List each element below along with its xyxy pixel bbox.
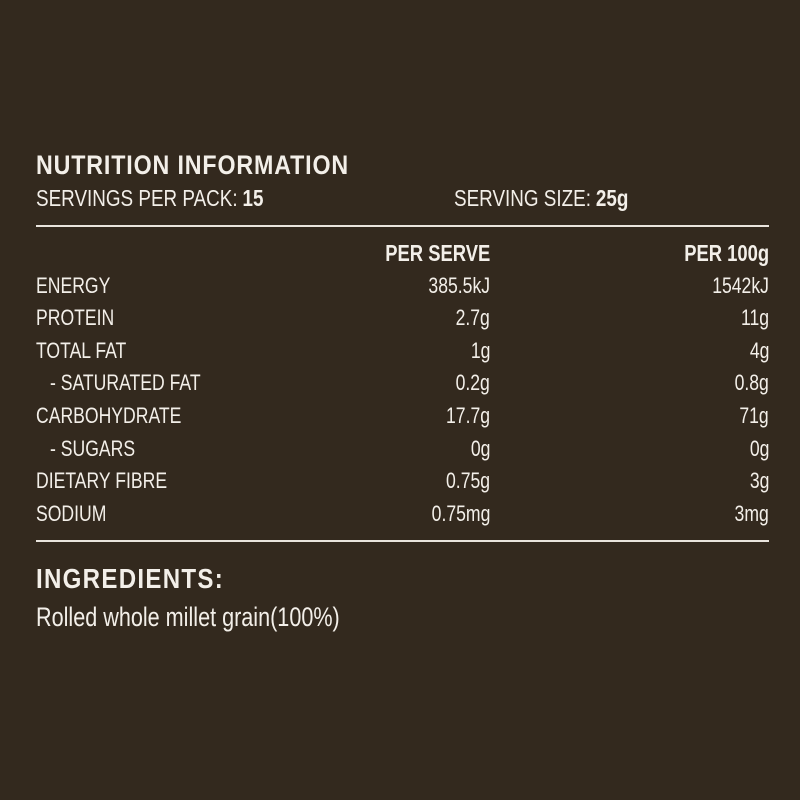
ingredients-text: Rolled whole millet grain(100%) [36, 602, 340, 633]
serving-info: SERVINGS PER PACK: 15 SERVING SIZE: 25g [36, 182, 769, 214]
per-serve-value: 0.75g [445, 468, 490, 494]
table-row: - SUGARS 0g 0g [36, 433, 769, 466]
per-100g-value: 3mg [734, 500, 769, 526]
serving-size-value: 25g [595, 185, 629, 211]
divider-bottom [36, 540, 769, 543]
header-per-100g: PER 100g [684, 240, 769, 266]
header-per-serve: PER SERVE [385, 240, 490, 266]
per-100g-value: 11g [740, 305, 769, 331]
nutrition-panel: NUTRITION INFORMATION SERVINGS PER PACK:… [36, 148, 769, 634]
per-100g-value: 3g [749, 468, 769, 494]
serving-size: SERVING SIZE: 25g [454, 182, 628, 214]
table-row: CARBOHYDRATE 17.7g 71g [36, 400, 769, 433]
table-header-row: PER SERVE PER 100g [36, 237, 769, 270]
row-label: TOTAL FAT [36, 337, 127, 363]
row-label: PROTEIN [36, 305, 115, 331]
row-label: - SATURATED FAT [50, 370, 201, 396]
table-row: DIETARY FIBRE 0.75g 3g [36, 465, 769, 498]
table-row: - SATURATED FAT 0.2g 0.8g [36, 367, 769, 400]
per-serve-value: 0.2g [455, 370, 490, 396]
nutrition-table: PER SERVE PER 100g ENERGY 385.5kJ 1542kJ… [36, 237, 769, 530]
per-serve-value: 2.7g [455, 305, 490, 331]
per-100g-value: 0g [749, 435, 769, 461]
table-row: PROTEIN 2.7g 11g [36, 302, 769, 335]
servings-per-pack: SERVINGS PER PACK: 15 [36, 182, 263, 214]
serving-size-label: SERVING SIZE: [454, 185, 591, 211]
per-serve-value: 0.75mg [431, 500, 490, 526]
divider-top [36, 225, 769, 227]
row-label: ENERGY [36, 272, 111, 298]
per-serve-value: 0g [470, 435, 490, 461]
ingredients-title: INGREDIENTS: [36, 563, 225, 595]
table-row: TOTAL FAT 1g 4g [36, 335, 769, 368]
per-serve-value: 1g [470, 337, 490, 363]
per-100g-value: 0.8g [734, 370, 769, 396]
row-label: SODIUM [36, 500, 107, 526]
row-label: - SUGARS [50, 435, 136, 461]
per-serve-value: 17.7g [445, 402, 490, 428]
table-row: SODIUM 0.75mg 3mg [36, 498, 769, 531]
per-100g-value: 1542kJ [712, 272, 769, 298]
table-row: ENERGY 385.5kJ 1542kJ [36, 270, 769, 303]
servings-value: 15 [242, 185, 264, 211]
per-serve-value: 385.5kJ [428, 272, 490, 298]
servings-label: SERVINGS PER PACK: [36, 185, 238, 211]
per-100g-value: 71g [739, 402, 769, 428]
per-100g-value: 4g [749, 337, 769, 363]
row-label: DIETARY FIBRE [36, 468, 168, 494]
panel-title: NUTRITION INFORMATION [36, 150, 350, 180]
row-label: CARBOHYDRATE [36, 402, 182, 428]
